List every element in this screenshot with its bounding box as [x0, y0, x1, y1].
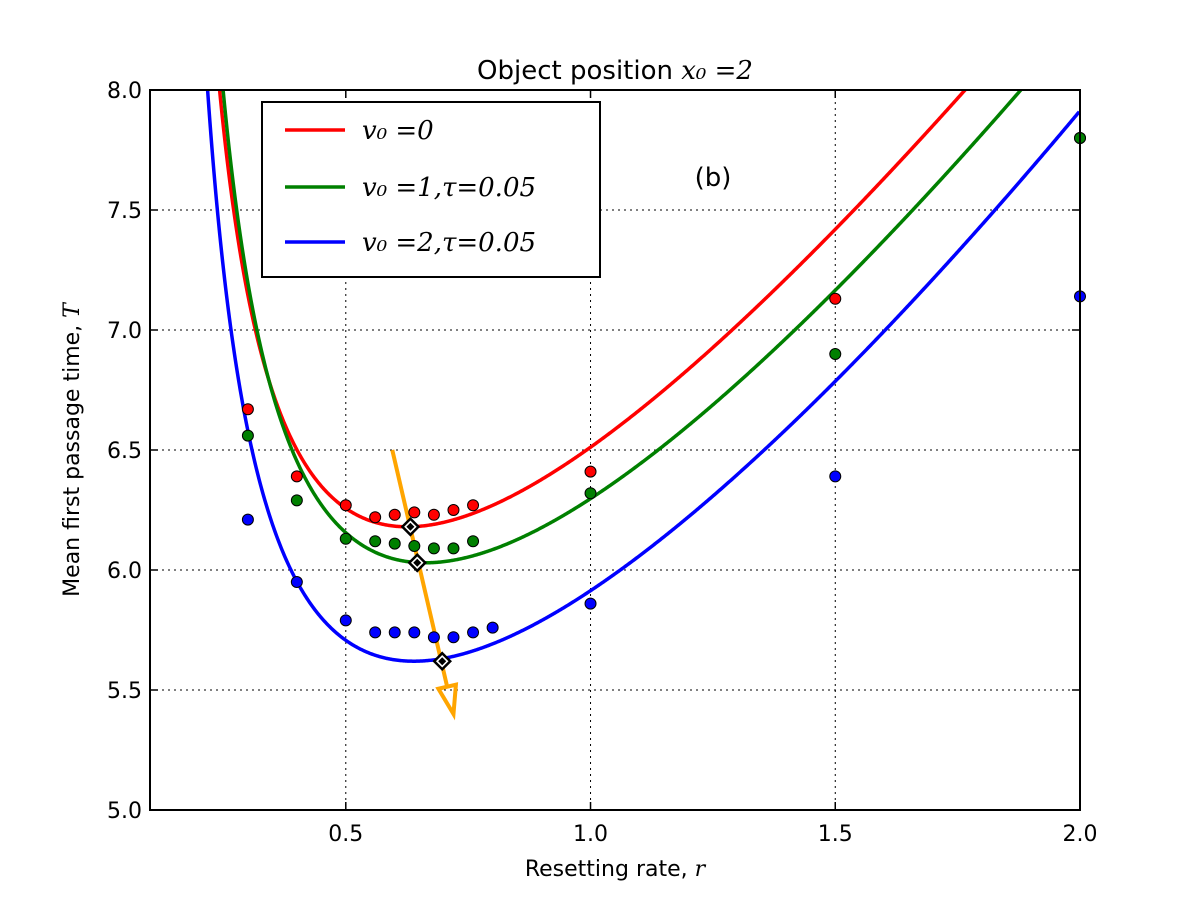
- data-point-series-1-10: [829, 348, 842, 360]
- panel-label: (b): [695, 163, 732, 193]
- data-point-series-2-8: [467, 626, 480, 639]
- data-point-series-2-2: [339, 614, 352, 627]
- data-point-series-1-6: [427, 542, 440, 555]
- x-tick-label-2: 1.5: [818, 822, 853, 847]
- data-point-series-1-7: [447, 542, 460, 555]
- theory-curve-series-0: [217, 90, 968, 529]
- data-point-series-1-9: [584, 487, 597, 500]
- data-point-series-0-1: [290, 470, 303, 483]
- y-tick-label-0: 5.0: [107, 799, 142, 824]
- theory-curve-series-2: [205, 90, 1080, 663]
- data-point-series-1-4: [388, 537, 401, 550]
- legend: v₀ =0 v₀ =1,τ=0.05 v₀ =2,τ=0.05: [261, 101, 601, 278]
- data-point-series-0-5: [408, 506, 421, 519]
- legend-label-series-1: v₀ =1,τ=0.05: [362, 173, 536, 203]
- data-point-series-0-7: [447, 504, 460, 516]
- legend-label-series-0: v₀ =0: [362, 116, 434, 146]
- axis-ticks: 0.5 1.0 1.5 2.0 5.0 5.5 6.0 6.5 7.0 7.5 8.0: [107, 79, 1098, 847]
- y-tick-label-5: 7.5: [107, 199, 142, 224]
- y-tick-label-3: 6.5: [107, 439, 142, 464]
- theory-curve-series-1: [221, 90, 1024, 565]
- chart-title-prefix: Object position: [477, 56, 681, 86]
- data-point-series-0-4: [388, 508, 401, 521]
- minimum-marker-core-series-0: [406, 522, 415, 531]
- x-axis-label-math: r: [695, 857, 707, 882]
- data-point-series-1-8: [467, 535, 480, 548]
- x-tick-label-0: 0.5: [328, 822, 363, 847]
- data-point-series-1-0: [241, 429, 254, 442]
- data-point-series-0-6: [427, 508, 440, 521]
- data-point-series-0-9: [584, 465, 597, 478]
- data-point-series-2-9: [486, 621, 499, 634]
- data-point-series-2-5: [408, 626, 421, 639]
- data-point-series-0-8: [467, 499, 480, 512]
- chart-title-math: x₀ =2: [681, 56, 753, 86]
- data-point-series-1-5: [408, 540, 421, 552]
- data-point-series-2-7: [447, 631, 460, 644]
- y-tick-label-2: 6.0: [107, 559, 142, 584]
- x-tick-label-3: 2.0: [1063, 822, 1098, 847]
- data-point-series-0-0: [241, 403, 254, 416]
- data-point-series-0-3: [369, 511, 382, 524]
- legend-label-series-2: v₀ =2,τ=0.05: [362, 228, 536, 258]
- y-axis-label-text: Mean first passage time,: [60, 318, 85, 597]
- y-axis-label: Mean first passage time, T: [60, 301, 85, 597]
- y-tick-label-1: 5.5: [107, 679, 142, 704]
- minimum-marker-core-series-1: [413, 558, 422, 567]
- data-point-series-1-3: [369, 535, 382, 548]
- data-point-series-2-4: [388, 626, 401, 639]
- theory-curves: [205, 90, 1080, 663]
- trend-arrow-head: [435, 682, 459, 721]
- y-tick-label-6: 8.0: [107, 79, 142, 104]
- data-point-series-2-3: [369, 626, 382, 639]
- x-tick-label-1: 1.0: [573, 822, 608, 847]
- data-point-series-2-1: [290, 576, 303, 588]
- x-axis-label-text: Resetting rate,: [525, 857, 695, 882]
- data-point-series-2-6: [427, 631, 440, 644]
- data-point-series-1-1: [290, 494, 303, 507]
- minimum-marker-core-series-2: [438, 657, 447, 666]
- data-point-series-1-2: [339, 532, 352, 545]
- minimum-markers: [400, 517, 452, 671]
- data-point-series-0-2: [339, 499, 352, 512]
- chart-title: Object position x₀ =2: [477, 56, 753, 86]
- data-point-series-2-0: [241, 513, 254, 526]
- data-point-series-2-10: [584, 597, 597, 610]
- x-axis-label: Resetting rate, r: [525, 857, 707, 882]
- y-tick-label-4: 7.0: [107, 319, 142, 344]
- y-axis-label-math: T: [60, 301, 85, 318]
- data-point-series-2-11: [829, 470, 842, 483]
- data-point-series-0-10: [829, 292, 842, 305]
